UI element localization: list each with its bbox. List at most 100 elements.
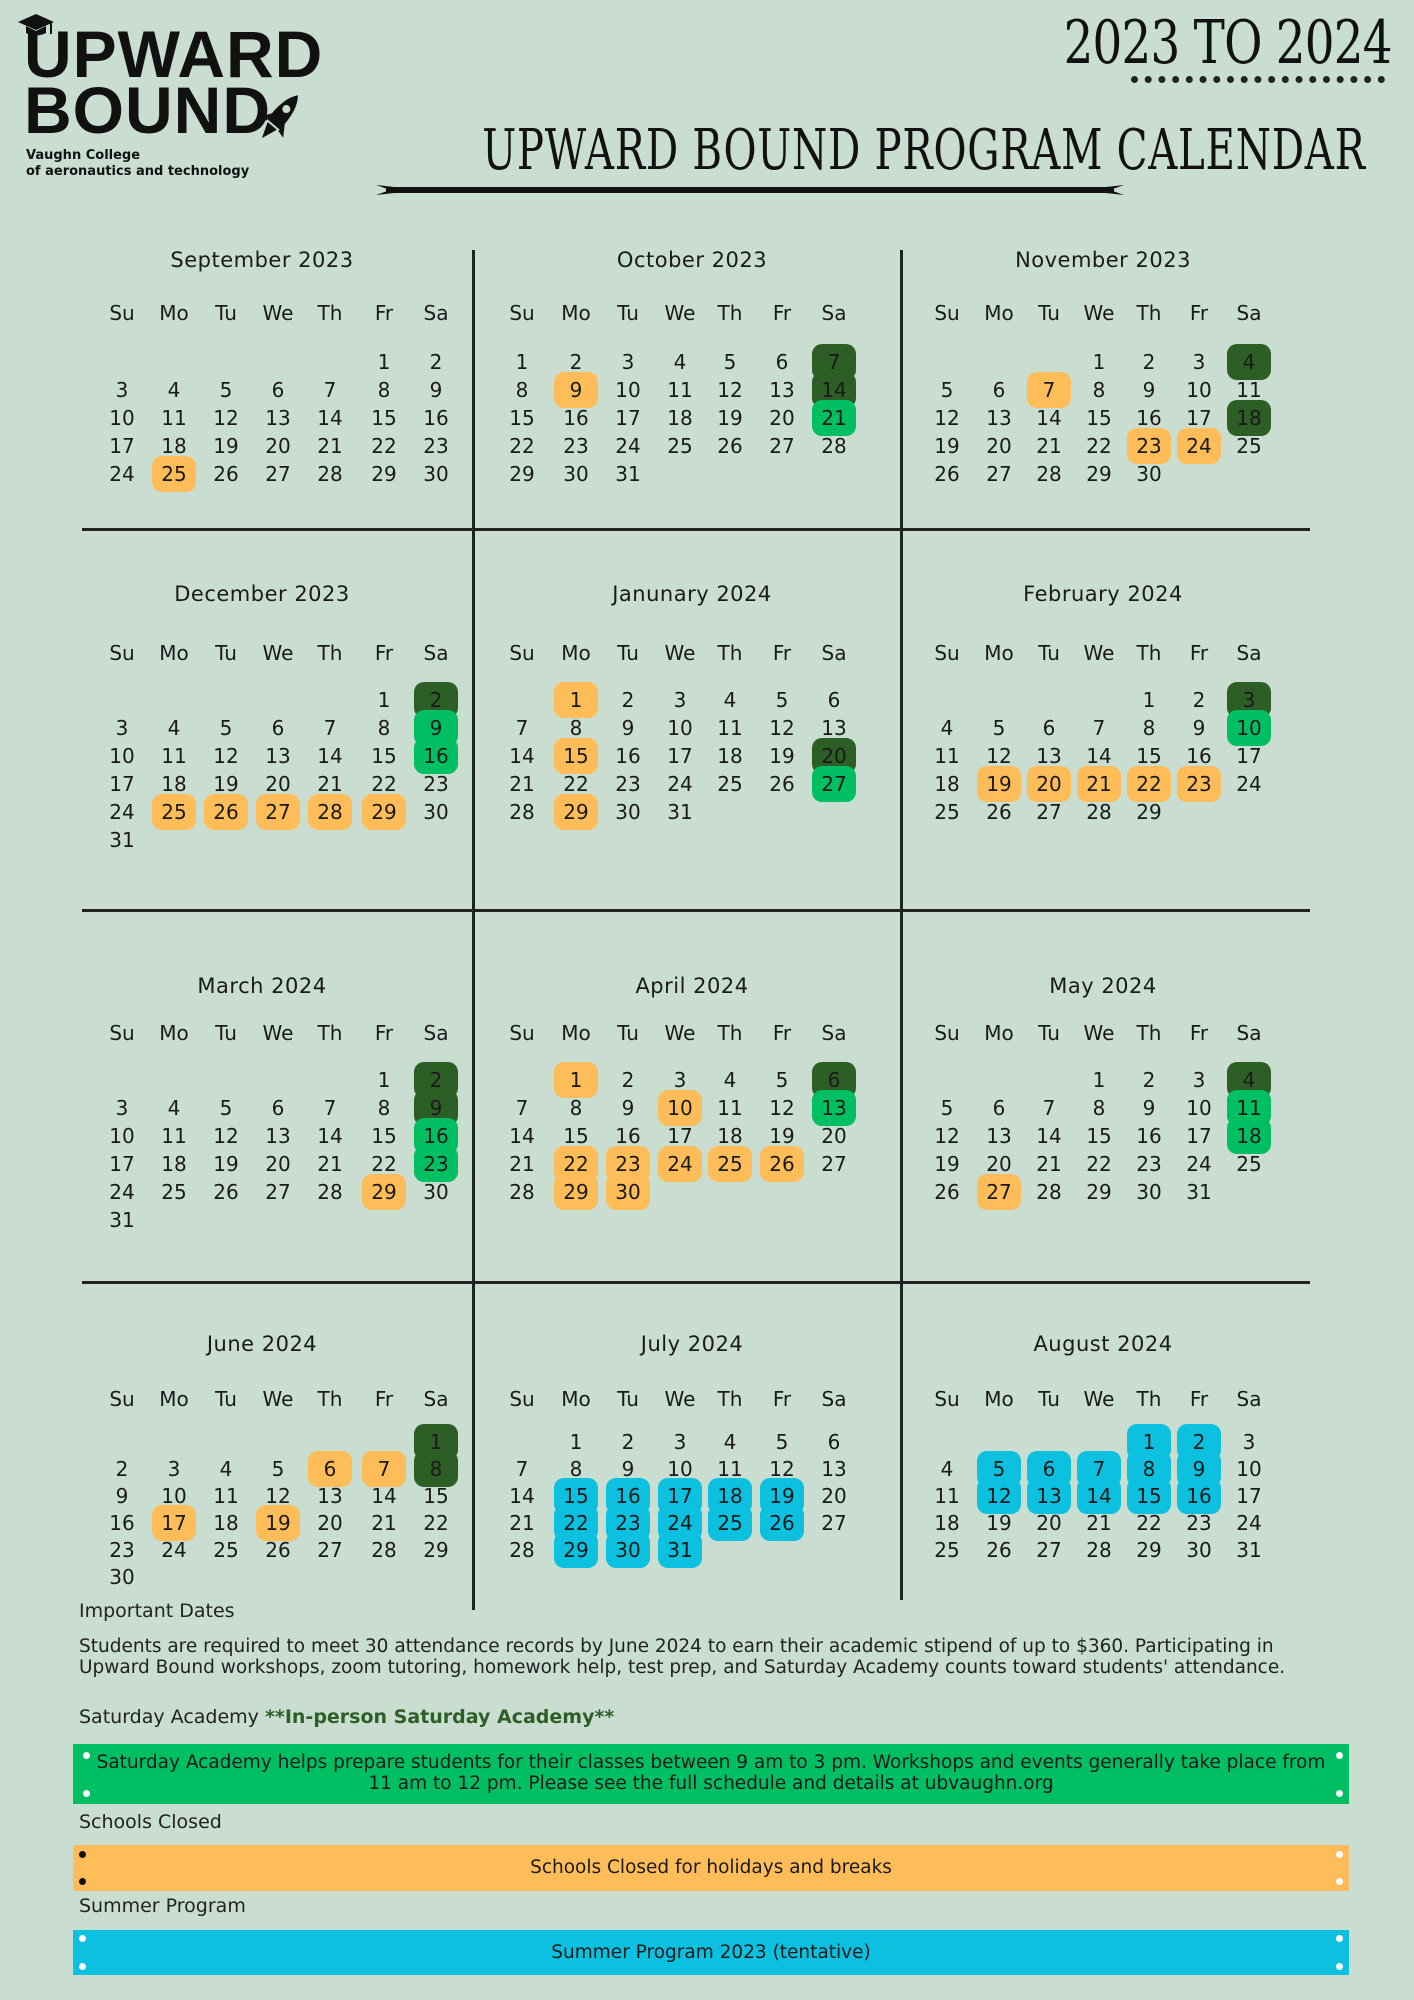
calendar-day: 15 [371,406,397,430]
calendar-day: 16 [414,738,458,774]
calendar-day: 26 [204,794,248,830]
weekday-header: Sa [423,301,449,325]
bar-dot [79,1935,86,1942]
weekday-header: Mo [984,641,1014,665]
calendar-day: 15 [1086,406,1112,430]
calendar-day: 29 [362,1174,406,1210]
calendar-day: 11 [717,716,743,740]
weekday-header: Tu [215,1021,237,1045]
calendar-day: 3 [673,1430,687,1454]
calendar-day: 22 [1086,1152,1112,1176]
calendar-day: 22 [1086,434,1112,458]
summer-program-label: Summer Program [79,1895,246,1917]
calendar-day: 6 [1042,716,1056,740]
calendar-day: 23 [1136,1152,1162,1176]
calendar-day: 7 [1042,1096,1056,1120]
calendar-day: 21 [1077,766,1121,802]
calendar-day: 30 [606,1174,650,1210]
weekday-header: We [664,1387,696,1411]
saturday-academy-legend-bar: Saturday Academy helps prepare students … [73,1744,1349,1804]
calendar-day: 20 [265,772,291,796]
bar-dot [1336,1790,1343,1797]
calendar-day: 6 [992,1096,1006,1120]
calendar-day: 16 [1136,406,1162,430]
calendar-day: 26 [265,1538,291,1562]
calendar-day: 8 [377,716,391,740]
calendar-day: 24 [109,462,135,486]
calendar-day: 5 [775,688,789,712]
calendar-day: 11 [1236,378,1262,402]
graduation-cap-icon [18,14,54,36]
calendar-day: 1 [377,350,391,374]
weekday-header: Th [1136,1387,1162,1411]
calendar-day: 20 [821,1484,847,1508]
weekday-header: Fr [1189,641,1209,665]
calendar-day: 22 [371,434,397,458]
calendar-day: 13 [769,378,795,402]
calendar-day: 17 [667,744,693,768]
weekday-header: We [262,1387,294,1411]
calendar-day: 3 [115,1096,129,1120]
calendar-day: 13 [1027,1478,1071,1514]
calendar-day: 13 [265,406,291,430]
calendar-day: 25 [934,800,960,824]
weekday-header: Sa [821,1021,847,1045]
weekday-header: Tu [617,641,639,665]
weekday-header: Fr [1189,1021,1209,1045]
calendar-day: 29 [509,462,535,486]
calendar-day: 18 [934,1511,960,1535]
calendar-day: 2 [1142,1068,1156,1092]
calendar-day: 13 [265,1124,291,1148]
calendar-day: 8 [414,1451,458,1487]
upward-bound-logo: UPWARD BOUND Vaughn College of aeronauti… [18,14,322,179]
calendar-day: 23 [1186,1511,1212,1535]
calendar-day: 14 [509,744,535,768]
calendar-day: 8 [569,1457,583,1481]
calendar-day: 15 [1086,1124,1112,1148]
calendar-day: 8 [515,378,529,402]
calendar-day: 8 [377,378,391,402]
calendar-day: 26 [760,1146,804,1182]
calendar-day: 12 [986,744,1012,768]
logo-subtitle-line-2: of aeronautics and technology [26,164,250,179]
weekday-header: Sa [1236,301,1262,325]
calendar-day: 26 [769,772,795,796]
weekday-header: Mo [561,1021,591,1045]
calendar-day: 25 [152,794,196,830]
calendar-day: 16 [615,744,641,768]
calendar-day: 3 [673,1068,687,1092]
calendar-day: 31 [109,828,135,852]
calendar-day: 16 [1186,744,1212,768]
calendar-day: 10 [161,1484,187,1508]
calendar-day: 31 [1236,1538,1262,1562]
calendar-day: 8 [569,1096,583,1120]
years-dotted-underline [1131,76,1385,83]
calendar-day: 30 [423,800,449,824]
calendar-day: 3 [1192,350,1206,374]
calendar-day: 19 [213,1152,239,1176]
calendar-day: 30 [606,1532,650,1568]
calendar-day: 11 [934,744,960,768]
calendar-day: 28 [1086,800,1112,824]
calendar-day: 9 [621,1457,635,1481]
weekday-header: Mo [159,641,189,665]
calendar-day: 22 [371,772,397,796]
calendar-day: 2 [115,1457,129,1481]
calendar-day: 23 [109,1538,135,1562]
calendar-day: 14 [317,406,343,430]
calendar-day: 13 [812,1090,856,1126]
calendar-day: 27 [986,462,1012,486]
calendar-day: 12 [769,716,795,740]
calendar-day: 23 [423,434,449,458]
calendar-day: 19 [769,744,795,768]
calendar-day: 19 [213,772,239,796]
saturday-academy-text: Saturday Academy helps prepare students … [96,1752,1326,1794]
calendar-day: 22 [1127,766,1171,802]
calendar-day: 16 [109,1511,135,1535]
calendar-day: 19 [934,434,960,458]
calendar-day: 16 [1177,1478,1221,1514]
grid-divider-v2 [900,250,903,1600]
calendar-day: 7 [323,716,337,740]
calendar-day: 25 [708,1146,752,1182]
calendar-day: 28 [509,800,535,824]
